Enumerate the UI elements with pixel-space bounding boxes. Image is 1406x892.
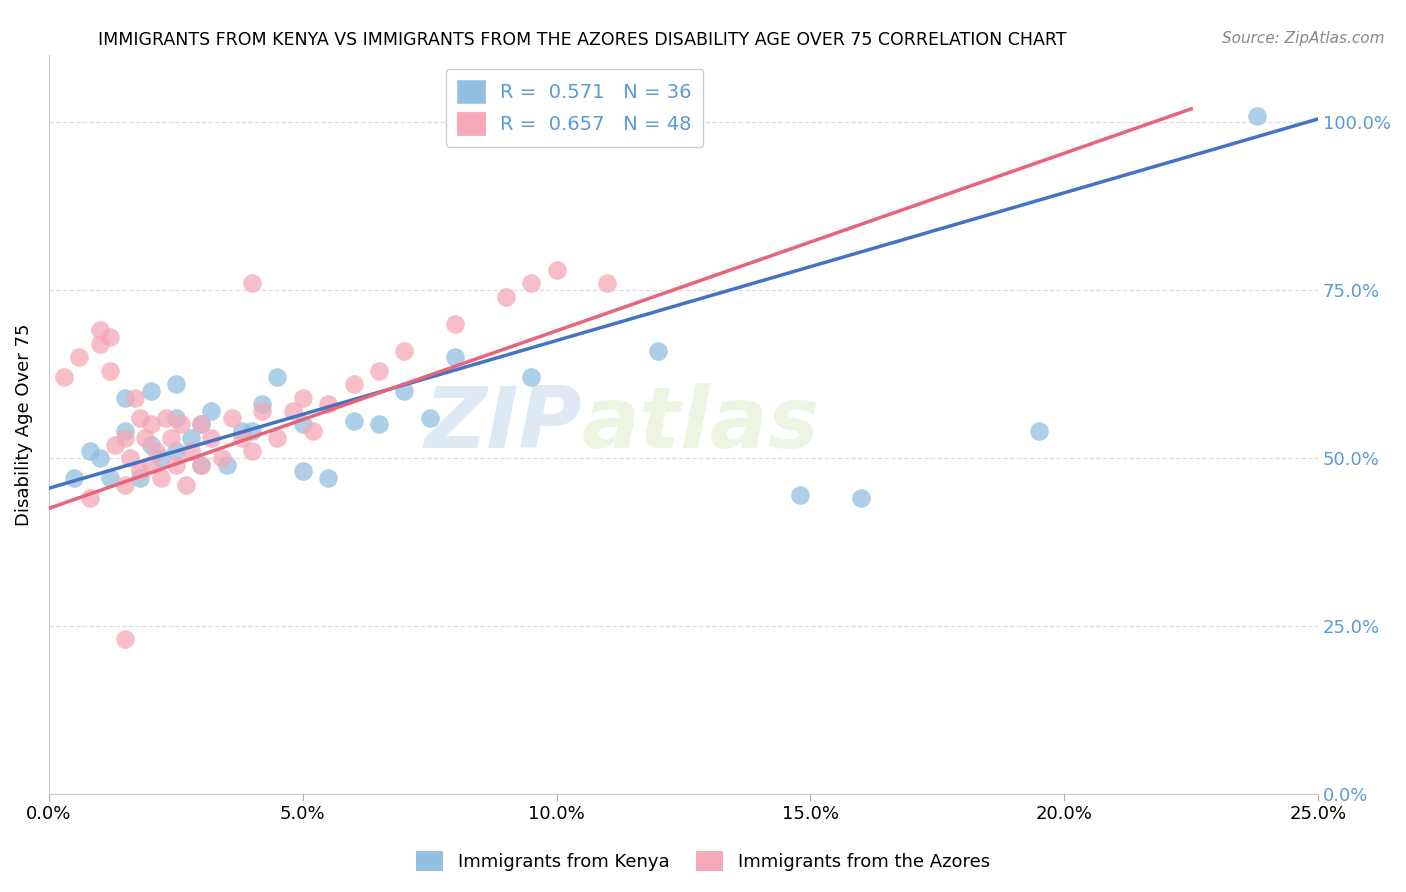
Point	[165, 377, 187, 392]
Point	[139, 437, 162, 451]
Point	[98, 330, 121, 344]
Point	[129, 471, 152, 485]
Point	[231, 424, 253, 438]
Point	[240, 444, 263, 458]
Point	[231, 431, 253, 445]
Point	[1246, 109, 1268, 123]
Point	[149, 471, 172, 485]
Point	[240, 277, 263, 291]
Point	[291, 391, 314, 405]
Point	[53, 370, 76, 384]
Point	[495, 290, 517, 304]
Point	[316, 397, 339, 411]
Point	[139, 417, 162, 432]
Point	[165, 410, 187, 425]
Point	[520, 370, 543, 384]
Point	[79, 491, 101, 506]
Point	[789, 488, 811, 502]
Point	[165, 444, 187, 458]
Point	[240, 424, 263, 438]
Point	[180, 444, 202, 458]
Point	[368, 364, 391, 378]
Point	[79, 444, 101, 458]
Point	[145, 444, 167, 458]
Point	[98, 471, 121, 485]
Text: atlas: atlas	[582, 383, 820, 466]
Point	[546, 263, 568, 277]
Point	[342, 377, 364, 392]
Point	[170, 417, 193, 432]
Point	[647, 343, 669, 358]
Point	[89, 450, 111, 465]
Point	[1028, 424, 1050, 438]
Point	[394, 343, 416, 358]
Point	[63, 471, 86, 485]
Point	[200, 404, 222, 418]
Point	[266, 431, 288, 445]
Point	[394, 384, 416, 398]
Point	[114, 632, 136, 647]
Point	[302, 424, 325, 438]
Point	[104, 437, 127, 451]
Point	[174, 478, 197, 492]
Point	[250, 404, 273, 418]
Point	[368, 417, 391, 432]
Point	[155, 410, 177, 425]
Text: ZIP: ZIP	[425, 383, 582, 466]
Point	[291, 417, 314, 432]
Point	[444, 351, 467, 365]
Point	[114, 431, 136, 445]
Point	[159, 431, 181, 445]
Point	[281, 404, 304, 418]
Point	[520, 277, 543, 291]
Point	[114, 424, 136, 438]
Point	[120, 450, 142, 465]
Point	[114, 391, 136, 405]
Point	[149, 450, 172, 465]
Point	[211, 450, 233, 465]
Point	[114, 478, 136, 492]
Point	[444, 317, 467, 331]
Point	[89, 336, 111, 351]
Point	[180, 431, 202, 445]
Point	[67, 351, 90, 365]
Text: Source: ZipAtlas.com: Source: ZipAtlas.com	[1222, 31, 1385, 46]
Point	[316, 471, 339, 485]
Point	[134, 431, 156, 445]
Point	[165, 458, 187, 472]
Point	[291, 464, 314, 478]
Point	[215, 458, 238, 472]
Point	[98, 364, 121, 378]
Point	[129, 464, 152, 478]
Legend: R =  0.571   N = 36, R =  0.657   N = 48: R = 0.571 N = 36, R = 0.657 N = 48	[446, 69, 703, 146]
Text: IMMIGRANTS FROM KENYA VS IMMIGRANTS FROM THE AZORES DISABILITY AGE OVER 75 CORRE: IMMIGRANTS FROM KENYA VS IMMIGRANTS FROM…	[98, 31, 1067, 49]
Point	[190, 417, 212, 432]
Point	[596, 277, 619, 291]
Point	[266, 370, 288, 384]
Point	[89, 323, 111, 337]
Point	[129, 410, 152, 425]
Point	[221, 410, 243, 425]
Point	[851, 491, 873, 506]
Point	[190, 458, 212, 472]
Point	[342, 414, 364, 428]
Point	[190, 417, 212, 432]
Point	[124, 391, 146, 405]
Point	[139, 458, 162, 472]
Y-axis label: Disability Age Over 75: Disability Age Over 75	[15, 323, 32, 525]
Legend: Immigrants from Kenya, Immigrants from the Azores: Immigrants from Kenya, Immigrants from t…	[409, 844, 997, 879]
Point	[250, 397, 273, 411]
Point	[139, 384, 162, 398]
Point	[190, 458, 212, 472]
Point	[419, 410, 441, 425]
Point	[200, 431, 222, 445]
